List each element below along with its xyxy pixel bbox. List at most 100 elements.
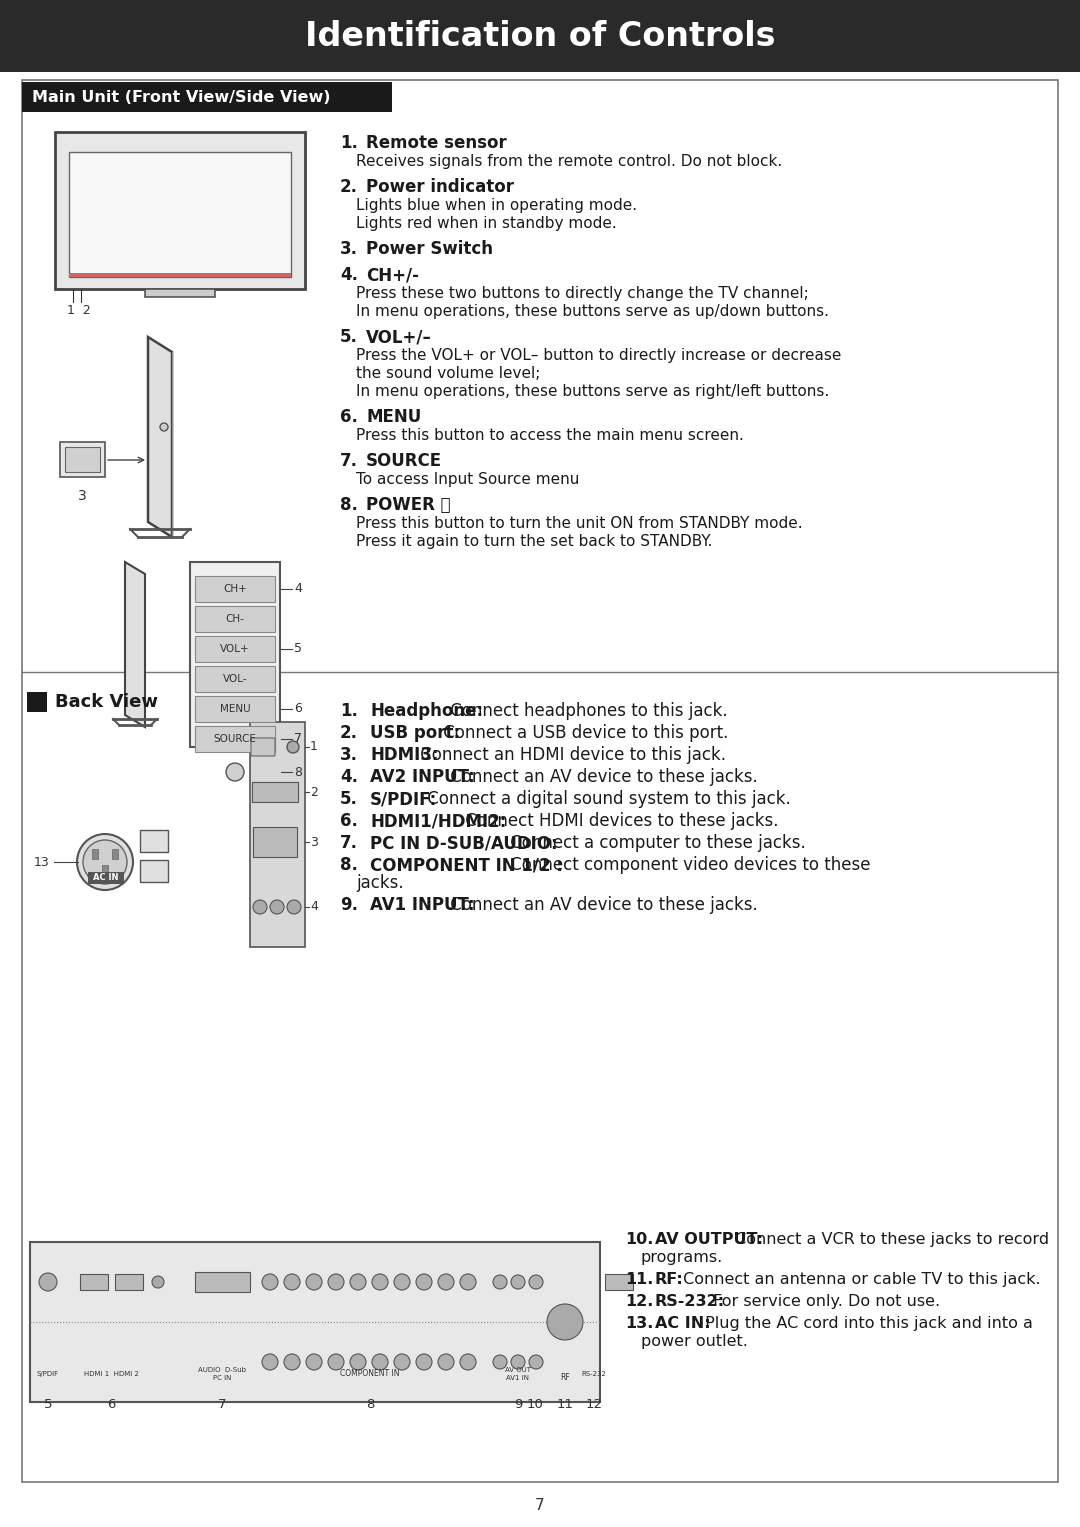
Text: HDMI1/HDMI2:: HDMI1/HDMI2: (370, 812, 507, 831)
Circle shape (226, 764, 244, 780)
Text: S/PDIF: S/PDIF (37, 1371, 59, 1377)
Text: CH+: CH+ (224, 583, 247, 594)
FancyBboxPatch shape (252, 782, 298, 802)
Text: AV1 INPUT:: AV1 INPUT: (370, 896, 474, 915)
Bar (69, 273, 291, 276)
Text: S/PDIF:: S/PDIF: (370, 789, 437, 808)
Text: Press this button to access the main menu screen.: Press this button to access the main men… (356, 428, 744, 443)
FancyBboxPatch shape (195, 576, 275, 602)
Text: Connect an HDMI device to this jack.: Connect an HDMI device to this jack. (415, 747, 726, 764)
Text: Power indicator: Power indicator (366, 179, 514, 195)
FancyBboxPatch shape (195, 725, 275, 751)
Circle shape (262, 1274, 278, 1290)
Bar (249, 722, 305, 947)
Text: Press these two buttons to directly change the TV channel;: Press these two buttons to directly chan… (356, 286, 809, 301)
Text: RS-232: RS-232 (581, 1371, 607, 1377)
Text: USB port:: USB port: (370, 724, 460, 742)
Text: 10: 10 (527, 1399, 543, 1411)
Text: CH+/-: CH+/- (366, 266, 419, 284)
Text: SOURCE: SOURCE (366, 452, 442, 470)
Bar (27, 692, 48, 712)
Text: 5.: 5. (340, 789, 357, 808)
Text: Connect an antenna or cable TV to this jack.: Connect an antenna or cable TV to this j… (677, 1272, 1040, 1287)
Text: 8.: 8. (340, 857, 357, 873)
Circle shape (39, 1274, 57, 1290)
Text: RF:: RF: (654, 1272, 684, 1287)
Text: Back View: Back View (55, 693, 158, 712)
Circle shape (416, 1274, 432, 1290)
Text: 8: 8 (294, 765, 302, 779)
Text: Press it again to turn the set back to STANDBY.: Press it again to turn the set back to S… (356, 534, 713, 550)
Bar (190, 562, 280, 747)
Circle shape (262, 1354, 278, 1370)
Text: 4: 4 (294, 582, 302, 596)
Circle shape (350, 1274, 366, 1290)
Circle shape (438, 1274, 454, 1290)
Circle shape (438, 1354, 454, 1370)
FancyBboxPatch shape (251, 738, 275, 756)
Circle shape (416, 1354, 432, 1370)
FancyBboxPatch shape (80, 1274, 108, 1290)
Circle shape (492, 1354, 507, 1370)
Circle shape (511, 1275, 525, 1289)
Circle shape (372, 1354, 388, 1370)
Text: HDMI3:: HDMI3: (370, 747, 438, 764)
Text: CH-: CH- (226, 614, 244, 625)
Text: 7: 7 (294, 733, 302, 745)
FancyBboxPatch shape (114, 1274, 143, 1290)
Circle shape (284, 1354, 300, 1370)
Circle shape (77, 834, 133, 890)
Text: 6: 6 (107, 1399, 116, 1411)
Text: jacks.: jacks. (356, 873, 404, 892)
Text: COMPONENT IN: COMPONENT IN (340, 1370, 400, 1379)
Text: 1: 1 (310, 741, 318, 753)
Text: In menu operations, these buttons serve as up/down buttons.: In menu operations, these buttons serve … (356, 304, 829, 319)
Circle shape (83, 840, 127, 884)
Text: Connect component video devices to these: Connect component video devices to these (505, 857, 870, 873)
Text: 4: 4 (310, 901, 318, 913)
Text: 7.: 7. (340, 834, 357, 852)
Bar (140, 860, 168, 883)
Text: 9.: 9. (340, 896, 357, 915)
Bar (112, 849, 118, 860)
Text: Plug the AC cord into this jack and into a: Plug the AC cord into this jack and into… (700, 1316, 1032, 1332)
Text: 6.: 6. (340, 812, 357, 831)
Text: POWER ⏻: POWER ⏻ (366, 496, 450, 515)
Text: Power Switch: Power Switch (366, 240, 492, 258)
Text: Press the VOL+ or VOL– button to directly increase or decrease: Press the VOL+ or VOL– button to directl… (356, 348, 841, 363)
Text: 13.: 13. (625, 1316, 653, 1332)
Text: the sound volume level;: the sound volume level; (356, 366, 540, 382)
Text: AV OUTPUT:: AV OUTPUT: (654, 1232, 762, 1248)
Text: Connect a digital sound system to this jack.: Connect a digital sound system to this j… (422, 789, 792, 808)
Bar (55, 131, 305, 289)
FancyBboxPatch shape (195, 696, 275, 722)
Circle shape (270, 899, 284, 915)
Circle shape (253, 899, 267, 915)
Text: Connect a VCR to these jacks to record: Connect a VCR to these jacks to record (730, 1232, 1049, 1248)
Circle shape (287, 899, 301, 915)
Circle shape (328, 1274, 345, 1290)
Text: 9: 9 (514, 1399, 523, 1411)
Polygon shape (148, 337, 172, 538)
Text: Connect HDMI devices to these jacks.: Connect HDMI devices to these jacks. (460, 812, 779, 831)
Text: Connect an AV device to these jacks.: Connect an AV device to these jacks. (445, 768, 758, 786)
Text: 8: 8 (366, 1399, 374, 1411)
Text: 7.: 7. (340, 452, 357, 470)
Text: AUDIO  D-Sub
PC IN: AUDIO D-Sub PC IN (198, 1368, 246, 1380)
Text: 11: 11 (556, 1399, 573, 1411)
Text: 7: 7 (536, 1498, 544, 1513)
Text: VOL+: VOL+ (220, 644, 249, 654)
Text: Connect a computer to these jacks.: Connect a computer to these jacks. (505, 834, 806, 852)
Text: Connect an AV device to these jacks.: Connect an AV device to these jacks. (445, 896, 758, 915)
Circle shape (546, 1304, 583, 1341)
Bar (92, 849, 98, 860)
Text: In menu operations, these buttons serve as right/left buttons.: In menu operations, these buttons serve … (356, 383, 829, 399)
Circle shape (394, 1274, 410, 1290)
Text: 6.: 6. (340, 408, 357, 426)
Text: 2.: 2. (340, 724, 357, 742)
Circle shape (511, 1354, 525, 1370)
Text: Lights red when in standby mode.: Lights red when in standby mode. (356, 215, 617, 231)
Text: 3.: 3. (340, 747, 357, 764)
Bar (30, 1241, 600, 1402)
Text: 13: 13 (33, 855, 50, 869)
